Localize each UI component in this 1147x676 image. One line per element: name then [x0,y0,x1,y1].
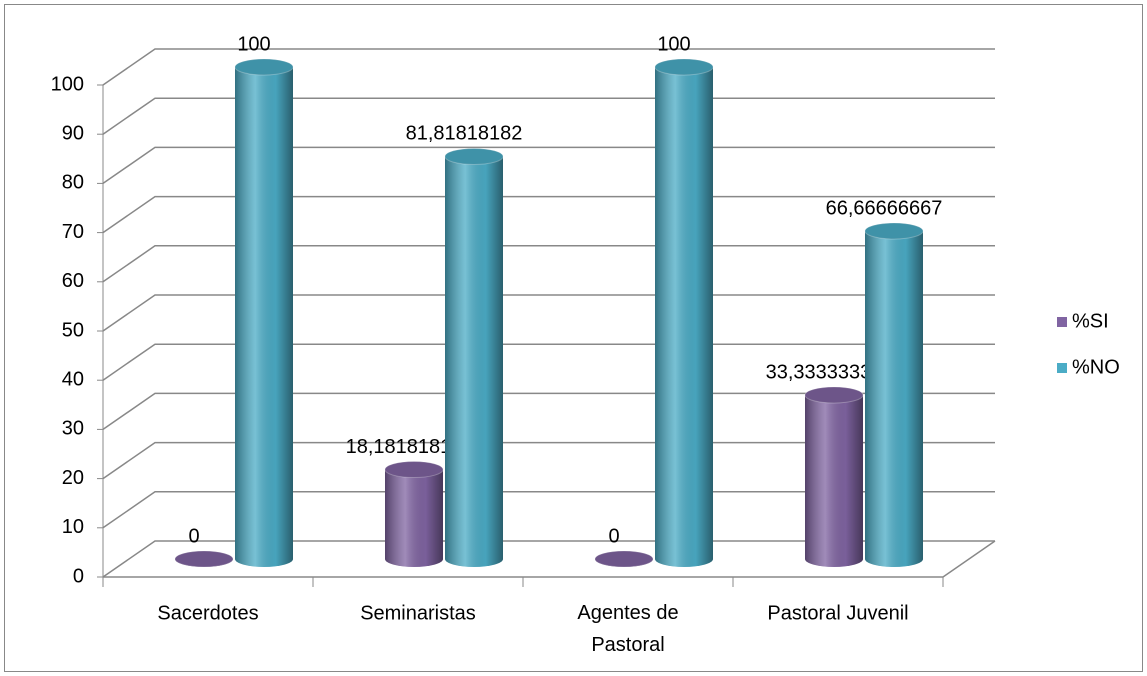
bar-top-shade [655,59,713,75]
bar-top [864,222,924,240]
grid-line [102,48,995,86]
x-tick-label-line: Agentes de [577,602,678,624]
legend-swatch [1057,317,1067,327]
frame [4,4,1143,672]
legend-swatch [1057,363,1067,373]
bar-top [594,550,654,568]
grid-line [102,540,995,578]
y-tick-label: 30 [62,418,84,440]
y-tick-label: 70 [62,221,84,243]
data-label: 100 [237,33,270,55]
bar-shade [805,395,863,567]
x-tick-label: Seminaristas [360,602,476,624]
bar-top [174,550,234,568]
legend-label: %NO [1072,356,1120,378]
x-tick-label: Sacerdotes [157,602,258,624]
y-tick-label: 40 [62,368,84,390]
bar-top [444,147,504,165]
data-label: 18,18181818 [346,436,463,458]
bar-top-shade [805,387,863,403]
data-label: 66,66666667 [826,197,943,219]
x-tick-label: Agentes de Pastoral [577,602,678,656]
bar-shade [235,67,293,567]
grid-line [102,245,995,283]
bar-top-shade [865,223,923,239]
bar [384,461,444,567]
legend-label: %SI [1072,310,1109,332]
bar-top-shade [235,59,293,75]
data-label: 0 [608,525,619,547]
y-tick-label: 60 [62,270,84,292]
bar-top [234,58,294,76]
bar-shade [865,231,923,567]
bar [444,147,504,568]
y-tick-label: 80 [62,172,84,194]
data-label: 100 [657,33,690,55]
y-tick-label: 100 [51,73,84,95]
data-label: 0 [188,525,199,547]
data-label: 33,33333333 [766,361,883,383]
y-tick-label: 0 [73,565,84,587]
bar-top-shade [385,461,443,478]
grid-line [102,441,995,480]
grid-line [102,294,995,332]
bar [864,222,924,567]
bar [174,550,234,568]
bar [234,58,294,567]
y-tick-label: 20 [62,467,84,489]
grid-line [102,392,995,431]
grid-line [102,343,995,381]
y-tick-label: 90 [62,122,84,144]
bar-shade [655,67,713,567]
y-tick-label: 50 [62,319,84,341]
bar-top-shade [595,551,653,567]
grid-line [102,97,995,135]
bar-top [804,386,864,404]
bar-top [384,461,444,479]
bar [594,550,654,568]
bar-top [654,58,714,76]
bar-top-shade [175,551,233,567]
grid-line [102,491,995,529]
x-tick-label: Pastoral Juvenil [767,602,908,624]
grid-line [102,195,995,234]
bar-top-shade [445,148,503,165]
bar [654,58,714,567]
x-tick-label-line: Pastoral [591,634,664,656]
bar [804,386,864,567]
bar-shade [445,156,503,568]
y-tick-label: 10 [62,516,84,538]
bar-shade [385,469,443,567]
grid-line [102,146,995,185]
data-label: 81,81818182 [406,123,523,145]
